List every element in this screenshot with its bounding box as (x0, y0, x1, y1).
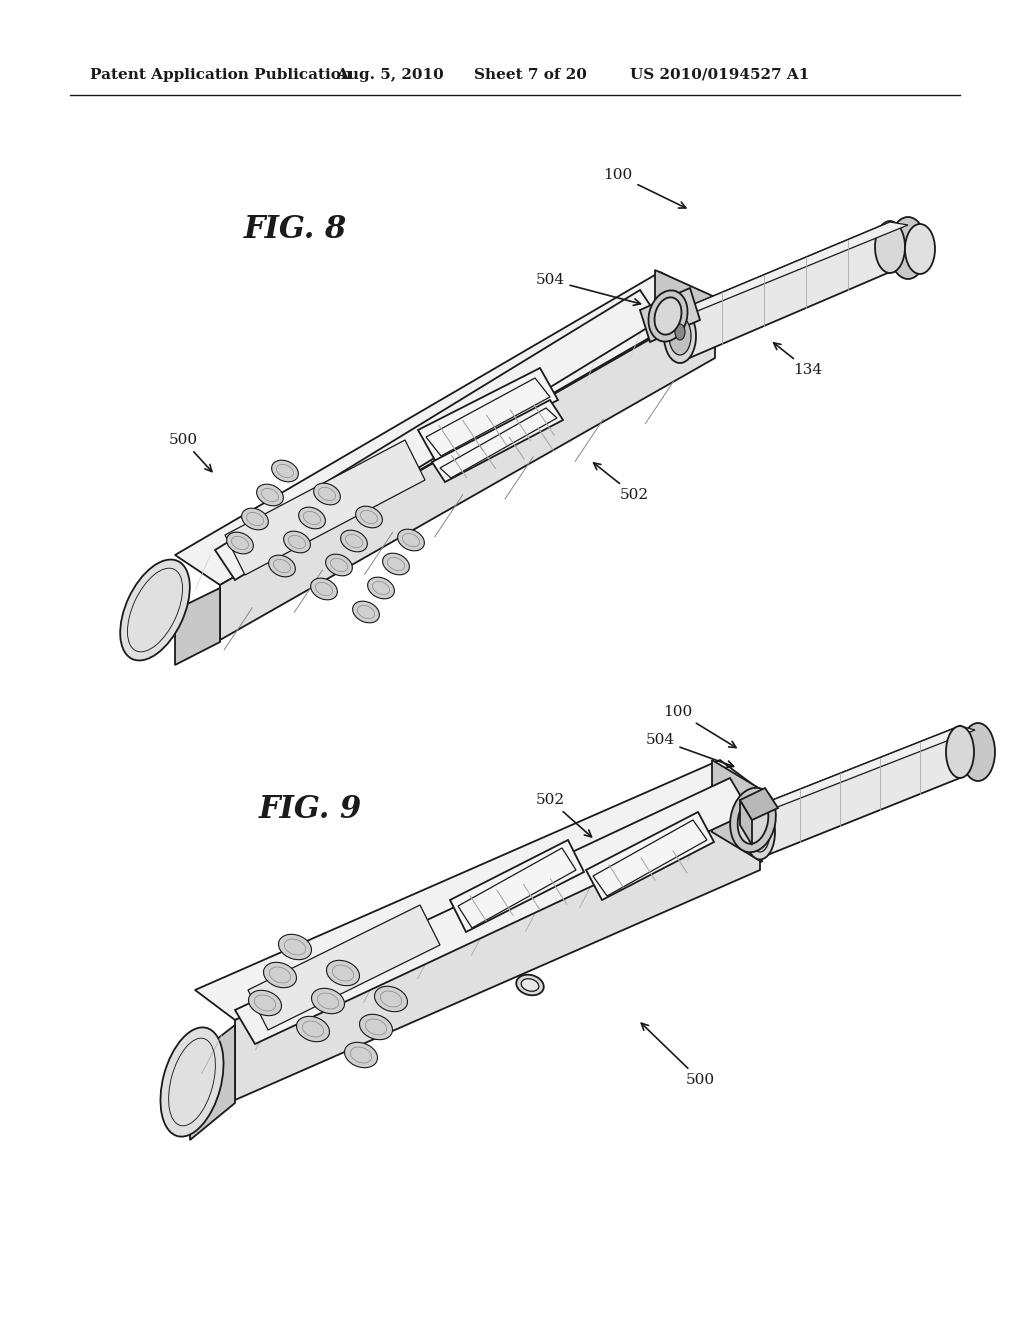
Ellipse shape (226, 532, 253, 554)
Ellipse shape (675, 323, 685, 341)
Ellipse shape (905, 224, 935, 275)
Text: 134: 134 (774, 343, 822, 378)
Ellipse shape (516, 974, 544, 995)
Polygon shape (680, 222, 908, 312)
Polygon shape (195, 760, 760, 1020)
Polygon shape (225, 440, 425, 576)
Ellipse shape (397, 529, 424, 550)
Polygon shape (740, 788, 778, 820)
Ellipse shape (326, 554, 352, 576)
Polygon shape (234, 789, 760, 1100)
Polygon shape (655, 271, 715, 333)
Ellipse shape (271, 461, 298, 482)
Ellipse shape (654, 297, 682, 335)
Polygon shape (432, 400, 563, 482)
Polygon shape (190, 1026, 234, 1140)
Polygon shape (234, 777, 750, 1044)
Ellipse shape (664, 309, 696, 363)
Text: 100: 100 (603, 168, 686, 209)
Polygon shape (586, 812, 714, 900)
Polygon shape (220, 302, 715, 640)
Ellipse shape (359, 1014, 392, 1040)
Polygon shape (680, 222, 890, 362)
Ellipse shape (242, 508, 268, 529)
Polygon shape (760, 726, 975, 808)
Ellipse shape (279, 935, 311, 960)
Text: FIG. 8: FIG. 8 (244, 214, 347, 246)
Ellipse shape (310, 578, 337, 599)
Ellipse shape (737, 796, 768, 843)
Ellipse shape (249, 990, 282, 1015)
Ellipse shape (299, 507, 326, 529)
Text: 500: 500 (641, 1023, 715, 1086)
Ellipse shape (284, 531, 310, 553)
Text: US 2010/0194527 A1: US 2010/0194527 A1 (631, 69, 810, 82)
Ellipse shape (297, 1016, 330, 1041)
Ellipse shape (946, 726, 974, 777)
Polygon shape (215, 290, 660, 579)
Polygon shape (175, 587, 220, 665)
Ellipse shape (961, 723, 995, 781)
Text: 100: 100 (664, 705, 736, 747)
Text: Sheet 7 of 20: Sheet 7 of 20 (473, 69, 587, 82)
Ellipse shape (352, 601, 379, 623)
Polygon shape (418, 368, 558, 462)
Ellipse shape (383, 553, 410, 574)
Text: 502: 502 (594, 463, 648, 502)
Text: 500: 500 (168, 433, 212, 471)
Ellipse shape (327, 961, 359, 986)
Ellipse shape (263, 962, 297, 987)
Ellipse shape (341, 531, 368, 552)
Ellipse shape (648, 290, 687, 342)
Ellipse shape (313, 483, 340, 504)
Ellipse shape (268, 556, 295, 577)
Ellipse shape (355, 506, 382, 528)
Text: 502: 502 (536, 793, 592, 837)
Ellipse shape (669, 317, 691, 355)
Polygon shape (248, 906, 440, 1030)
Ellipse shape (750, 812, 770, 851)
Polygon shape (760, 726, 961, 858)
Polygon shape (175, 272, 715, 585)
Text: 504: 504 (536, 273, 640, 305)
Ellipse shape (730, 788, 776, 853)
Polygon shape (640, 288, 700, 342)
Ellipse shape (368, 577, 394, 599)
Ellipse shape (257, 484, 284, 506)
Ellipse shape (120, 560, 189, 660)
Ellipse shape (745, 804, 775, 859)
Ellipse shape (375, 986, 408, 1011)
Text: Patent Application Publication: Patent Application Publication (90, 69, 352, 82)
Text: FIG. 9: FIG. 9 (258, 795, 361, 825)
Text: Aug. 5, 2010: Aug. 5, 2010 (336, 69, 443, 82)
Polygon shape (450, 840, 584, 932)
Polygon shape (740, 800, 752, 845)
Ellipse shape (311, 989, 344, 1014)
Polygon shape (712, 760, 762, 862)
Ellipse shape (161, 1027, 223, 1137)
Text: 504: 504 (645, 733, 733, 767)
Ellipse shape (889, 216, 927, 279)
Ellipse shape (521, 978, 539, 991)
Ellipse shape (874, 220, 905, 273)
Ellipse shape (344, 1043, 378, 1068)
